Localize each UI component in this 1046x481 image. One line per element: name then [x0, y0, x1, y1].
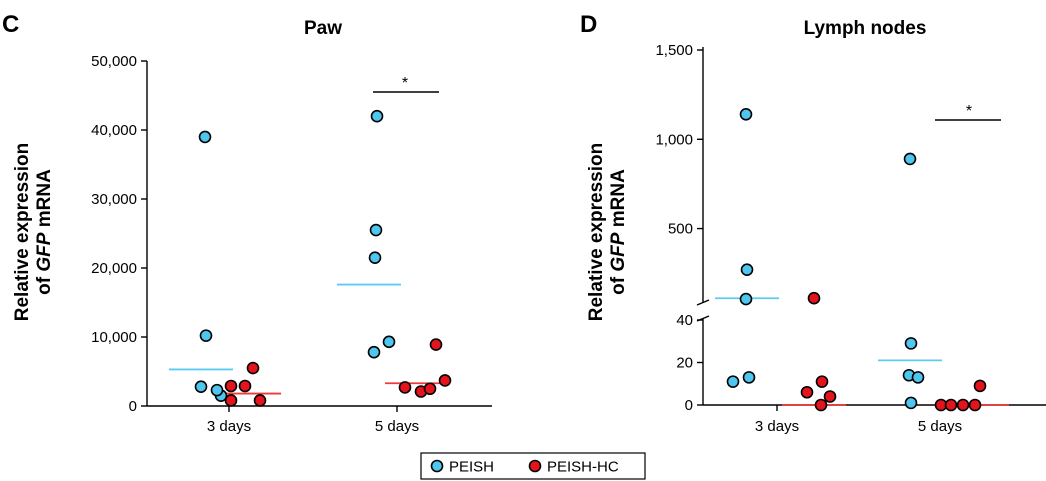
data-point-peish — [194, 380, 208, 393]
data-point-peish-hc — [398, 381, 412, 394]
data-point-peish-hc — [807, 291, 821, 305]
data-point-peish — [911, 371, 925, 384]
panel-c-ytick-label: 30,000 — [91, 191, 137, 208]
panel-d-title: Lymph nodes — [804, 18, 927, 39]
data-point-peish — [903, 152, 917, 166]
legend-marker-peish — [430, 459, 444, 473]
panel-d-xtick-label: 3 days — [755, 418, 799, 435]
data-point-peish — [370, 109, 384, 123]
panel-c-ylabel-line1: Relative expression — [12, 143, 33, 321]
data-point-peish-hc — [423, 382, 437, 396]
data-point-peish — [198, 130, 212, 144]
panel-d-ytick-label: 500 — [668, 221, 693, 238]
data-point-peish-hc — [956, 398, 970, 412]
significance-label: * — [402, 75, 408, 92]
data-point-peish-hc — [253, 394, 267, 407]
data-point-peish-hc — [968, 398, 982, 412]
panel-c-xtick-label: 5 days — [375, 418, 419, 435]
panel-c-ytick-label: 50,000 — [91, 53, 137, 70]
data-point-peish-hc — [438, 374, 452, 387]
data-point-peish-hc — [944, 398, 958, 412]
data-point-peish-hc — [224, 394, 238, 407]
panel-d-ytick-label: 1,000 — [655, 131, 693, 148]
data-point-peish-hc — [973, 379, 987, 393]
data-point-peish — [739, 107, 753, 121]
data-point-peish — [199, 329, 213, 342]
panel-c-title: Paw — [304, 18, 342, 39]
panel-d: D Lymph nodes Relative expression of GFP… — [580, 11, 1046, 435]
data-point-peish — [382, 335, 396, 349]
panel-d-xtick-label: 5 days — [918, 418, 962, 435]
panel-d-ytick-label: 1,500 — [655, 42, 693, 59]
data-point-peish — [904, 337, 918, 350]
panel-c-ytick-label: 0 — [129, 398, 137, 415]
data-point-peish-hc — [814, 398, 828, 412]
data-point-peish-hc — [238, 379, 252, 393]
data-point-peish — [739, 292, 753, 306]
legend-label-peish: PEISH — [449, 459, 494, 476]
panel-d-ytick-label: 20 — [676, 355, 693, 372]
legend: PEISH PEISH-HC — [420, 452, 646, 480]
data-point-peish — [210, 383, 224, 397]
panel-d-letter: D — [580, 11, 597, 38]
panel-d-ylabel-line2: of GFP mRNA — [608, 169, 629, 295]
data-point-peish-hc — [823, 390, 837, 403]
legend-marker-peish-hc — [528, 459, 542, 473]
data-point-peish — [726, 375, 740, 388]
data-point-peish-hc — [429, 338, 443, 351]
panel-d-ytick-label: 0 — [685, 397, 693, 414]
panel-c-ylabel-line2: of GFP mRNA — [34, 169, 55, 295]
significance-label: * — [966, 103, 972, 120]
axis-break-icon — [696, 299, 710, 322]
data-point-peish-hc — [800, 385, 814, 399]
data-point-peish-hc — [246, 361, 260, 375]
data-point-peish — [367, 345, 381, 359]
panel-c-ytick-label: 10,000 — [91, 329, 137, 346]
panel-c-ytick-label: 20,000 — [91, 260, 137, 277]
data-point-peish — [740, 263, 754, 276]
panel-d-ytick-label: 40 — [676, 312, 693, 329]
panel-c-ytick-label: 40,000 — [91, 122, 137, 139]
data-point-peish — [904, 396, 918, 410]
panel-d-ylabel-line1: Relative expression — [586, 143, 607, 321]
data-point-peish-hc — [815, 375, 829, 388]
data-point-peish-hc — [224, 379, 238, 393]
data-point-peish — [368, 251, 382, 264]
data-point-peish — [742, 371, 756, 384]
panel-c-xtick-label: 3 days — [207, 418, 251, 435]
panel-c: C Paw Relative expression of GFP mRNA 0 1… — [2, 11, 492, 435]
legend-label-peish-hc: PEISH-HC — [547, 459, 619, 476]
panel-c-letter: C — [2, 11, 19, 38]
data-point-peish — [369, 223, 383, 237]
